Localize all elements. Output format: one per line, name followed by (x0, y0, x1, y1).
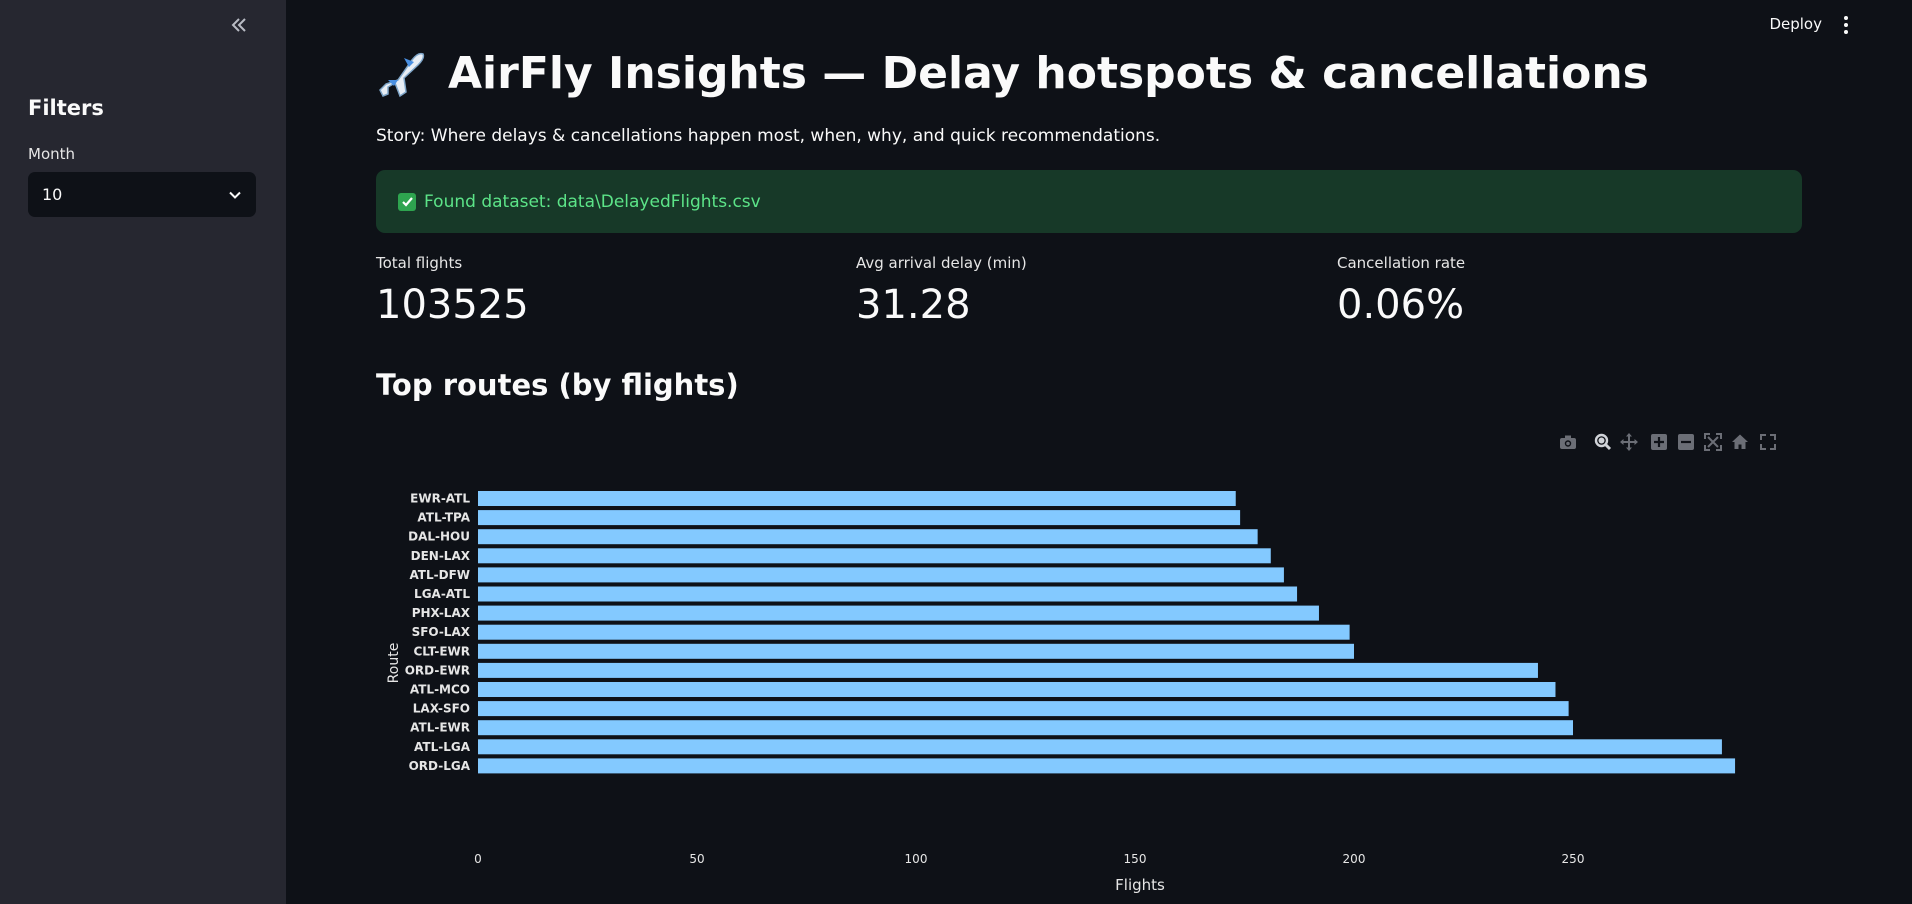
bar-atl-dfw[interactable] (478, 567, 1284, 583)
y-tick-label: SFO-LAX (412, 625, 471, 639)
month-select-value: 10 (42, 185, 63, 204)
autoscale-icon[interactable] (1704, 433, 1722, 451)
fullscreen-icon[interactable] (1759, 433, 1777, 451)
metric-avg-arrival-delay: Avg arrival delay (min) 31.28 (856, 254, 1027, 328)
y-tick-label: ATL-LGA (414, 740, 471, 754)
alert-text: Found dataset: data\DelayedFlights.csv (424, 191, 761, 212)
bar-ord-ewr[interactable] (478, 662, 1538, 678)
y-tick-label: ORD-EWR (405, 663, 470, 677)
collapse-sidebar-button[interactable] (226, 12, 252, 38)
sidebar: Filters Month 10 (0, 0, 286, 904)
bar-dal-hou[interactable] (478, 529, 1258, 545)
main-content: Deploy AirFly Insights — Delay hotspots … (286, 0, 1912, 904)
month-select[interactable]: 10 (28, 172, 256, 217)
bar-ewr-atl[interactable] (478, 491, 1236, 506)
top-routes-bar-chart: EWR-ATL ATL-TPA DAL-HOU DEN-LAX ATL-DFW LGA-A… (386, 491, 1736, 894)
y-tick-label: PHX-LAX (412, 606, 471, 620)
story-text: Story: Where delays & cancellations happ… (376, 126, 1161, 146)
x-tick-label: 50 (689, 852, 704, 866)
x-tick-label: 0 (474, 852, 482, 866)
x-tick-label: 100 (905, 852, 928, 866)
pan-icon[interactable] (1620, 433, 1638, 451)
y-tick-label: DAL-HOU (408, 530, 470, 544)
bar-atl-mco[interactable] (478, 682, 1556, 697)
metric-value: 103525 (376, 282, 529, 328)
more-options-icon[interactable] (1838, 14, 1854, 36)
metric-value: 31.28 (856, 282, 971, 328)
zoom-in-icon[interactable] (1650, 433, 1668, 451)
metric-label: Total flights (376, 254, 463, 272)
y-tick-label: ATL-TPA (417, 511, 470, 525)
y-tick-label: ORD-LGA (409, 759, 471, 773)
x-tick-label: 200 (1343, 852, 1366, 866)
home-icon[interactable] (1731, 433, 1749, 451)
success-alert: Found dataset: data\DelayedFlights.csv (376, 170, 1802, 233)
metric-value: 0.06% (1337, 282, 1465, 328)
x-axis-title: Flights (1115, 876, 1165, 894)
metric-total-flights: Total flights 103525 (376, 254, 529, 328)
y-tick-label: ATL-EWR (410, 721, 470, 735)
bar-phx-lax[interactable] (478, 605, 1319, 621)
metric-label: Avg arrival delay (min) (856, 254, 1027, 272)
y-tick-label: ATL-MCO (410, 683, 470, 697)
chevron-down-icon (229, 191, 241, 199)
section-title: Top routes (by flights) (376, 368, 739, 402)
double-chevron-left-icon (231, 18, 246, 32)
airplane-icon (379, 52, 425, 97)
bar-sfo-lax[interactable] (478, 624, 1350, 640)
y-tick-label: LGA-ATL (414, 587, 470, 601)
sidebar-title: Filters (28, 96, 104, 120)
y-tick-label: EWR-ATL (410, 492, 470, 506)
y-tick-label: CLT-EWR (413, 644, 470, 658)
metric-cancellation-rate: Cancellation rate 0.06% (1337, 254, 1465, 328)
bar-lax-sfo[interactable] (478, 701, 1569, 717)
y-axis-title: Route (386, 643, 402, 684)
bar-den-lax[interactable] (478, 548, 1271, 564)
bar-atl-lga[interactable] (478, 739, 1722, 755)
month-label: Month (28, 145, 76, 163)
camera-icon[interactable] (1559, 433, 1577, 451)
deploy-button[interactable]: Deploy (1769, 15, 1822, 33)
y-tick-label: DEN-LAX (411, 549, 471, 563)
x-tick-label: 250 (1562, 852, 1585, 866)
bar-atl-ewr[interactable] (478, 720, 1573, 736)
y-tick-label: ATL-DFW (409, 568, 470, 582)
x-tick-label: 150 (1124, 852, 1147, 866)
zoom-icon[interactable] (1594, 433, 1612, 451)
bar-ord-lga[interactable] (478, 758, 1736, 774)
page-title-text: AirFly Insights — Delay hotspots & cance… (448, 48, 1649, 99)
checkmark-icon (398, 192, 416, 211)
page-title: AirFly Insights — Delay hotspots & cance… (376, 48, 1649, 99)
bar-clt-ewr[interactable] (478, 643, 1354, 659)
zoom-out-icon[interactable] (1677, 433, 1695, 451)
y-tick-label: LAX-SFO (413, 702, 470, 716)
bar-atl-tpa[interactable] (478, 510, 1241, 526)
bar-lga-atl[interactable] (478, 586, 1298, 602)
metric-label: Cancellation rate (1337, 254, 1466, 272)
